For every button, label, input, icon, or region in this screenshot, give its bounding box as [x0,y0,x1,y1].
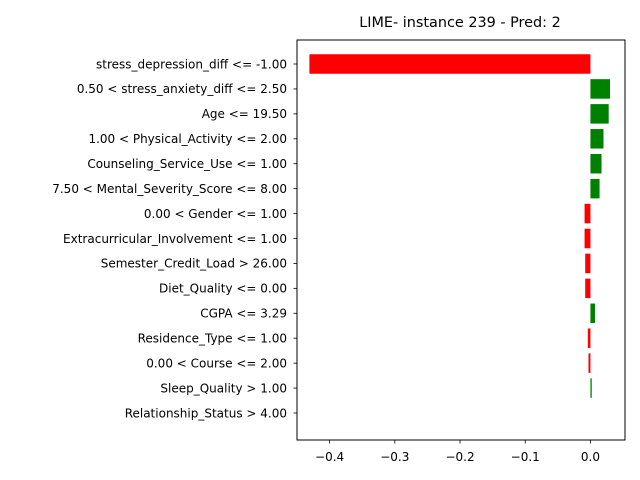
bar [590,378,592,398]
bar [585,278,591,299]
x-tick-label: −0.1 [511,450,540,464]
y-tick-label: 0.00 < Gender <= 1.00 [144,207,287,221]
y-tick-label: Residence_Type <= 1.00 [138,332,287,346]
y-tick-label: 0.00 < Course <= 2.00 [146,356,287,370]
bar [590,303,596,324]
bar [590,129,604,149]
y-tick-label: CGPA <= 3.29 [200,307,287,321]
x-tick-label: −0.4 [315,450,344,464]
y-tick-label: Age <= 19.50 [202,107,287,121]
bar [590,178,600,199]
bar [590,79,611,99]
y-tick-label: Extracurricular_Involvement <= 1.00 [63,232,287,246]
x-tick-label: −0.2 [445,450,474,464]
plot-frame [296,39,626,441]
y-tick-label: 1.00 < Physical_Activity <= 2.00 [88,132,287,146]
bar [590,153,602,174]
y-tick-label: Sleep_Quality > 1.00 [160,381,287,395]
bar [584,228,591,249]
y-tick-labels: stress_depression_diff <= -1.00 0.50 < st… [52,57,297,420]
bar [590,104,609,124]
bars-group [309,54,611,398]
x-tick-label: 0.0 [581,450,600,464]
y-tick-label: 0.50 < stress_anxiety_diff <= 2.50 [77,82,287,96]
y-tick-label: Semester_Credit_Load > 26.00 [101,257,287,271]
bar [585,253,591,274]
bar [309,54,591,74]
x-tick-label: −0.3 [380,450,409,464]
bar [587,328,591,348]
y-tick-label: stress_depression_diff <= -1.00 [96,57,287,71]
x-ticks: −0.4 −0.3 −0.2 −0.1 0.0 [315,440,600,464]
y-tick-label: Diet_Quality <= 0.00 [159,282,287,296]
y-tick-label: Counseling_Service_Use <= 1.00 [87,157,287,171]
y-tick-label: Relationship_Status > 4.00 [125,406,287,420]
bar [584,203,591,224]
y-tick-label: 7.50 < Mental_Severity_Score <= 8.00 [52,182,287,196]
bar [588,353,591,373]
chart-title: LIME- instance 239 - Pred: 2 [359,15,560,31]
